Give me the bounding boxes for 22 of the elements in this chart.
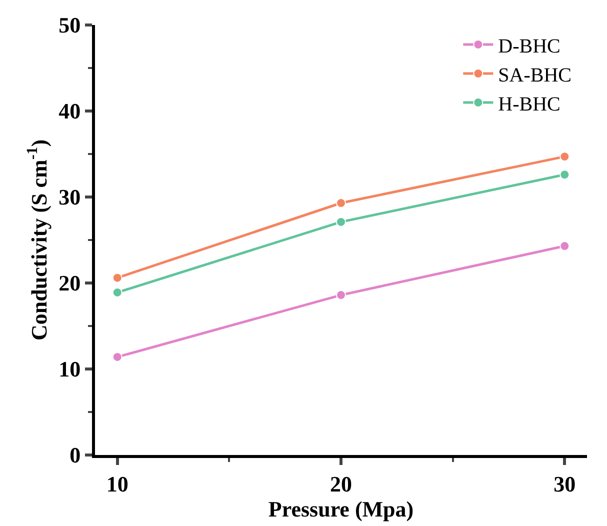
y-tick-label: 40 (58, 98, 81, 124)
legend-label: SA-BHC (498, 64, 572, 86)
point (112, 272, 122, 283)
y-tick-label: 0 (70, 442, 81, 468)
x-tick-label: 20 (330, 471, 352, 496)
x-tick-label: 30 (554, 471, 576, 496)
point (560, 170, 570, 180)
point (560, 241, 570, 252)
point (112, 287, 122, 298)
legend-label: H-BHC (498, 93, 560, 116)
y-tick-label: 10 (58, 356, 81, 382)
point (336, 290, 346, 300)
x-axis-title: Pressure (Mpa) (268, 496, 414, 522)
point (560, 152, 570, 162)
y-tick-label: 50 (58, 12, 81, 38)
point (336, 216, 346, 227)
legend-label: D-BHC (498, 35, 560, 58)
point (336, 198, 346, 208)
x-tick-label: 10 (106, 471, 128, 496)
y-tick-label: 30 (58, 184, 81, 210)
y-tick-label: 20 (58, 270, 81, 296)
point (112, 352, 122, 362)
